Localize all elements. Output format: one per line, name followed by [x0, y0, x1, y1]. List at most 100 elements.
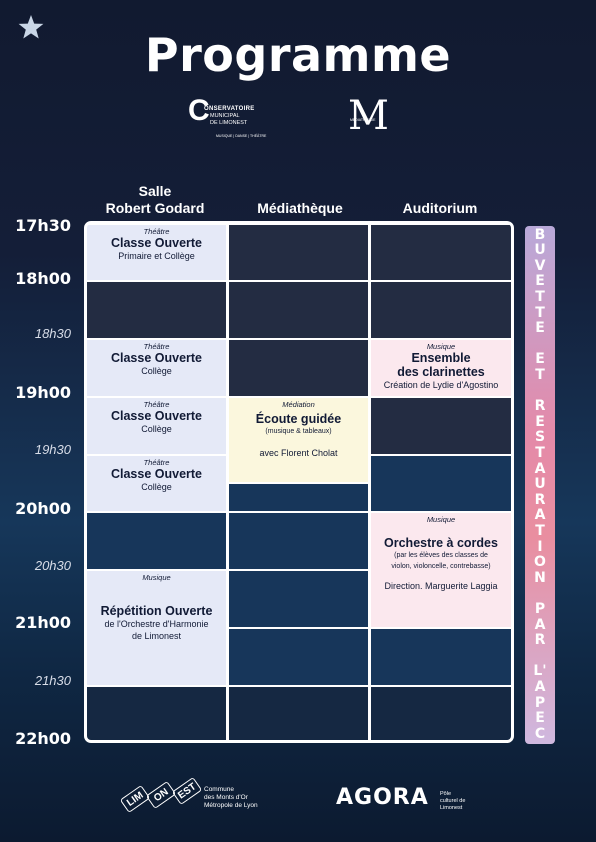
- event-classe-ouverte-3: Théâtre Classe Ouverte Collège: [87, 398, 226, 454]
- event-subtitle: Collège: [141, 482, 172, 492]
- buvette-letter: T: [535, 367, 545, 384]
- grid-cell-empty: [371, 282, 511, 338]
- buvette-letter: E: [535, 710, 545, 727]
- event-subtitle: Création de Lydie d'Agostino: [383, 380, 499, 390]
- time-label: 18h00: [15, 269, 71, 288]
- column-header-salle-line1: Salle: [138, 183, 172, 199]
- buvette-letter: N: [534, 569, 546, 586]
- event-title: Classe Ouverte: [110, 236, 203, 250]
- buvette-letter: T: [535, 522, 545, 539]
- limonest-badge: LIM: [119, 784, 151, 814]
- buvette-letter: P: [534, 694, 546, 711]
- star-icon: [18, 15, 44, 39]
- agora-text-line: Pôle: [440, 791, 452, 797]
- event-extra: Direction. Marguerite Laggia: [384, 581, 498, 591]
- agora-logo-text: Pôle culturel de Limonest: [440, 791, 465, 812]
- buvette-letter: V: [534, 257, 546, 274]
- buvette-letter: E: [535, 413, 545, 430]
- event-category: Musique: [426, 515, 456, 524]
- event-title: Ensemble: [411, 351, 471, 365]
- event-title: Répétition Ouverte: [100, 604, 213, 618]
- limonest-logo-text: Commune des Monts d'Or Métropole de Lyon: [204, 786, 258, 810]
- time-label: 20h00: [15, 499, 71, 518]
- event-category: Théâtre: [143, 227, 170, 236]
- buvette-letter: I: [537, 538, 543, 555]
- event-subtitle: Collège: [141, 424, 172, 434]
- buvette-letter: R: [534, 632, 546, 649]
- limonest-text-line: Commune: [204, 786, 234, 793]
- time-label: 21h30: [34, 673, 71, 688]
- buvette-letter: R: [534, 398, 546, 415]
- buvette-letter: U: [534, 476, 546, 493]
- event-title: Écoute guidée: [255, 412, 342, 426]
- event-title: des clarinettes: [397, 365, 485, 379]
- mediatheque-logo-mark: M: [348, 93, 389, 139]
- buvette-letter: R: [534, 491, 546, 508]
- buvette-letter: E: [535, 351, 545, 368]
- event-repetition-ouverte: Musique Répétition Ouverte de l'Orchestr…: [87, 571, 226, 685]
- time-label: 21h00: [15, 613, 71, 632]
- agora-logo-word: AGORA: [336, 785, 429, 810]
- grid-cell-empty: [87, 687, 226, 740]
- grid-cell-empty: [229, 340, 368, 396]
- limonest-text-line: des Monts d'Or: [204, 794, 248, 801]
- grid-cell-empty: [229, 484, 368, 511]
- event-ecoute-guidee: Médiation Écoute guidée (musique & table…: [229, 398, 368, 482]
- agora-text-line: culturel de: [440, 798, 466, 804]
- column-header-auditorium: Auditorium: [402, 200, 478, 216]
- buvette-letter: T: [535, 304, 545, 321]
- event-title: Classe Ouverte: [110, 467, 203, 481]
- grid-cell-empty: [371, 629, 511, 685]
- conservatoire-logo-line4: MUSIQUE | DANSE | THÉÂTRE: [216, 134, 267, 138]
- event-ensemble-clarinettes: Musique Ensemble des clarinettes Créatio…: [371, 340, 511, 396]
- column-header-salle-line2: Robert Godard: [105, 200, 205, 216]
- event-subtitle: Primaire et Collège: [118, 251, 195, 261]
- buvette-letter: [538, 649, 543, 665]
- event-title: Classe Ouverte: [110, 351, 203, 365]
- limonest-badge: EST: [171, 776, 203, 806]
- page-title: Programme: [144, 28, 452, 82]
- buvette-letter: E: [535, 320, 545, 337]
- buvette-letter: [538, 337, 543, 353]
- grid-cell-empty: [371, 225, 511, 280]
- event-category: Théâtre: [143, 400, 170, 409]
- agora-text-line: Limonest: [440, 805, 463, 811]
- conservatoire-logo-line2: MUNICIPAL: [210, 113, 240, 119]
- time-label: 18h30: [34, 326, 71, 341]
- limonest-badge: ON: [145, 780, 177, 810]
- grid-cell-empty: [371, 398, 511, 454]
- agora-logo: AGORA Pôle culturel de Limonest: [336, 785, 486, 817]
- limonest-logo: LIM ON EST Commune des Monts d'Or Métrop…: [119, 776, 280, 819]
- grid-cell-empty: [229, 629, 368, 685]
- buvette-letter: E: [535, 273, 545, 290]
- grid-cell-empty: [87, 282, 226, 338]
- column-header-salle: Salle Robert Godard: [96, 183, 214, 217]
- schedule-grid: Théâtre Classe Ouverte Primaire et Collè…: [84, 221, 514, 743]
- event-orchestre-cordes: Musique Orchestre à cordes (par les élèv…: [371, 513, 511, 627]
- event-category: Musique: [426, 342, 456, 351]
- buvette-letter: B: [534, 226, 546, 243]
- event-classe-ouverte-1: Théâtre Classe Ouverte Primaire et Collè…: [87, 225, 226, 280]
- grid-cell-empty: [87, 513, 226, 569]
- event-classe-ouverte-2: Théâtre Classe Ouverte Collège: [87, 340, 226, 396]
- event-category: Musique: [142, 573, 171, 582]
- event-category: Médiation: [282, 400, 315, 409]
- buvette-letter: L': [533, 663, 547, 680]
- grid-cell-empty: [229, 225, 368, 280]
- buvette-letter: [538, 384, 543, 400]
- buvette-letter: P: [534, 600, 546, 617]
- event-extra: avec Florent Cholat: [259, 448, 338, 458]
- event-subtitle: (musique & tableaux): [265, 428, 332, 435]
- event-title: Classe Ouverte: [110, 409, 203, 423]
- event-subtitle: violon, violoncelle, contrebasse): [391, 563, 491, 570]
- conservatoire-logo-mark: C: [188, 94, 210, 127]
- buvette-letter: T: [535, 445, 545, 462]
- event-category: Théâtre: [143, 458, 170, 467]
- event-subtitle: Collège: [141, 366, 172, 376]
- buvette-letter: C: [534, 725, 546, 742]
- buvette-letter: A: [534, 460, 546, 477]
- buvette-letter: [538, 586, 543, 602]
- grid-cell-empty: [371, 456, 511, 511]
- grid-cell-empty: [229, 687, 368, 740]
